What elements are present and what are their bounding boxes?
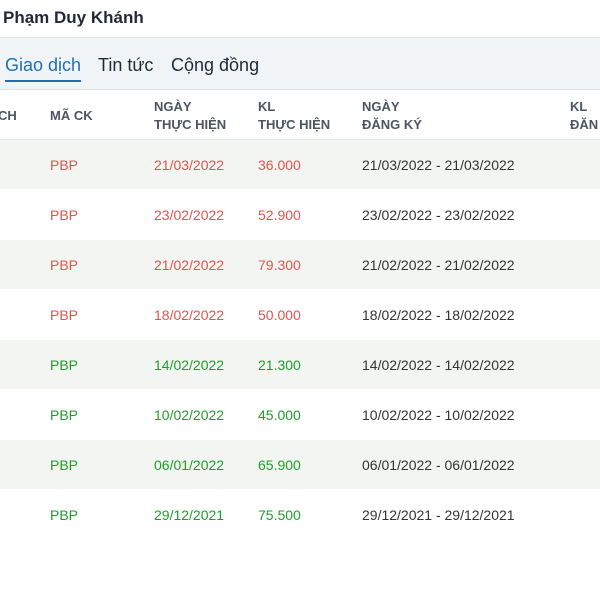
- tab-giao-dich[interactable]: Giao dịch: [5, 55, 82, 82]
- exec-date-cell: 23/02/2022: [154, 207, 225, 223]
- exec-volume-cell: 79.300: [258, 257, 301, 273]
- ticker-cell: PBP: [50, 407, 79, 423]
- table-row[interactable]: PBP 29/12/2021 75.500 29/12/2021 - 29/12/20…: [0, 490, 600, 540]
- register-date-cell: 23/02/2022 - 23/02/2022: [362, 207, 515, 223]
- exec-volume-cell: 36.000: [258, 157, 301, 173]
- ticker-cell: PBP: [50, 357, 79, 373]
- table-row[interactable]: PBP 06/01/2022 65.900 06/01/2022 - 06/01/20…: [0, 440, 600, 490]
- ticker-cell: PBP: [50, 307, 79, 323]
- profile-header: Phạm Duy Khánh: [0, 0, 600, 38]
- table-row[interactable]: PBP 23/02/2022 52.900 23/02/2022 - 23/02/20…: [0, 190, 600, 240]
- column-header-register-volume: KL ĐĂN: [570, 99, 599, 132]
- exec-date-cell: 14/02/2022: [154, 357, 225, 373]
- register-date-cell: 10/02/2022 - 10/02/2022: [362, 407, 515, 423]
- ticker-cell: PBP: [50, 507, 79, 523]
- page-title: Phạm Duy Khánh: [3, 8, 144, 27]
- exec-volume-cell: 65.900: [258, 457, 301, 473]
- ticker-cell: PBP: [50, 257, 79, 273]
- register-date-cell: 21/03/2022 - 21/03/2022: [362, 157, 515, 173]
- table-header: CH MÃ CK NGÀY THỰC HIỆN KL THỰC HIỆN NGÀ…: [0, 90, 600, 140]
- column-header-ch: CH: [0, 108, 17, 123]
- exec-date-cell: 10/02/2022: [154, 407, 225, 423]
- ticker-cell: PBP: [50, 207, 79, 223]
- exec-volume-cell: 75.500: [258, 507, 301, 523]
- exec-volume-cell: 21.300: [258, 357, 301, 373]
- register-date-cell: 21/02/2022 - 21/02/2022: [362, 257, 515, 273]
- ticker-cell: PBP: [50, 157, 79, 173]
- ticker-cell: PBP: [50, 457, 79, 473]
- column-header-register-date: NGÀY ĐĂNG KÝ: [362, 99, 422, 132]
- exec-volume-cell: 52.900: [258, 207, 301, 223]
- register-date-cell: 06/01/2022 - 06/01/2022: [362, 457, 515, 473]
- tab-bar: Giao dịch Tin tức Cộng đồng: [0, 38, 600, 90]
- exec-volume-cell: 50.000: [258, 307, 301, 323]
- table-row[interactable]: PBP 10/02/2022 45.000 10/02/2022 - 10/02/20…: [0, 390, 600, 440]
- tab-tin-tuc[interactable]: Tin tức: [98, 55, 154, 75]
- exec-date-cell: 06/01/2022: [154, 457, 225, 473]
- column-header-exec-date: NGÀY THỰC HIỆN: [154, 99, 227, 132]
- exec-volume-cell: 45.000: [258, 407, 301, 423]
- register-date-cell: 18/02/2022 - 18/02/2022: [362, 307, 515, 323]
- table-row[interactable]: PBP 14/02/2022 21.300 14/02/2022 - 14/02/20…: [0, 340, 600, 390]
- column-header-ticker: MÃ CK: [50, 108, 93, 123]
- exec-date-cell: 21/03/2022: [154, 157, 225, 173]
- register-date-cell: 14/02/2022 - 14/02/2022: [362, 357, 515, 373]
- tab-cong-dong[interactable]: Cộng đồng: [171, 55, 260, 75]
- exec-date-cell: 29/12/2021: [154, 507, 225, 523]
- table-row[interactable]: PBP 21/02/2022 79.300 21/02/2022 - 21/02/20…: [0, 240, 600, 290]
- exec-date-cell: 18/02/2022: [154, 307, 225, 323]
- register-date-cell: 29/12/2021 - 29/12/2021: [362, 507, 515, 523]
- table-row[interactable]: PBP 18/02/2022 50.000 18/02/2022 - 18/02/20…: [0, 290, 600, 340]
- transactions-table: PBP 21/03/2022 36.000 21/03/2022 - 21/03/20…: [0, 140, 600, 540]
- column-header-exec-volume: KL THỰC HIỆN: [258, 99, 331, 132]
- exec-date-cell: 21/02/2022: [154, 257, 225, 273]
- table-row[interactable]: PBP 21/03/2022 36.000 21/03/2022 - 21/03/20…: [0, 140, 600, 190]
